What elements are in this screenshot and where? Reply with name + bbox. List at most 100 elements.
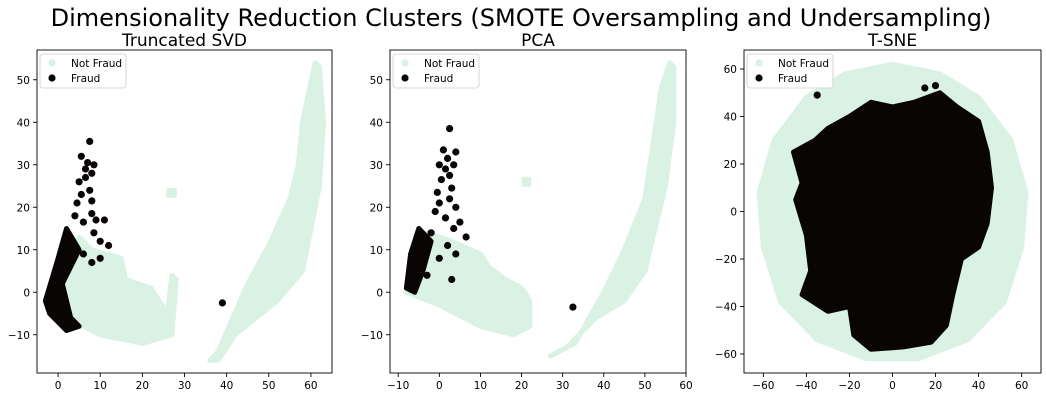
subplot-t-sne-ytick-label-0: 0 [730,207,737,219]
subplot-truncated-svd-legend-box [39,53,127,89]
subplot-pca-series-fraud [403,125,577,311]
subplot-truncated-svd-series-fraud-point-18 [96,237,104,245]
subplot-pca-series-not-fraud [403,60,677,359]
subplot-t-sne-xtick-label-20: −20 [838,380,860,392]
subplot-t-sne-series-fraud-point-0 [921,84,929,92]
subplot-pca-series-fraud-point-8 [437,176,445,184]
subplot-pca-frame [389,49,687,374]
subplot-truncated-svd-series-fraud-point-8 [86,186,94,194]
subplot-truncated-svd-series-fraud-point-1 [77,152,85,160]
subplot-pca-series-fraud-point-4 [435,161,443,169]
subplot-truncated-svd-xtick-label-0: 0 [55,380,62,392]
subplot-truncated-svd-series-not-fraud-region-0 [42,234,179,346]
subplot-t-sne-ytick-label-20: 20 [724,159,737,171]
subplot-pca-legend-marker-fraud [401,74,409,82]
subplot-truncated-svd-series-fraud-point-2 [84,159,92,167]
subplot-pca-ytick-label-20: 20 [370,202,383,214]
subplot-truncated-svd-series-fraud-point-7 [75,178,83,186]
subplot-pca-series-fraud-point-12 [435,199,443,207]
subplot-truncated-svd-series-fraud-point-22 [96,254,104,262]
subplot-truncated-svd-xtick-label-40: 40 [220,380,233,392]
subplot-pca-ytick-label-30: 30 [370,160,383,172]
subplot-truncated-svd-series-fraud-point-23 [218,299,226,307]
subplot-pca-series-fraud-point-13 [452,203,460,211]
subplot-pca-xtick-label-0: 0 [436,380,443,392]
subplot-truncated-svd-series-fraud-point-13 [88,210,96,218]
subplot-truncated-svd-plot-area [42,60,327,363]
subplot-t-sne-xtick-label-40: 40 [972,380,985,392]
subplot-truncated-svd-xtick-label-10: 10 [94,380,107,392]
subplot-pca-series-fraud-point-2 [452,148,460,156]
subplot-pca-xtick-label-30: 30 [556,380,569,392]
subplot-pca-xtick-label-60: 60 [679,380,692,392]
subplot-truncated-svd-series-not-fraud-region-1 [207,60,327,363]
subplot-t-sne-legend-marker-fraud [755,74,763,82]
subplot-pca-series-fraud-point-15 [441,214,450,222]
subplot-truncated-svd-xtick-label-30: 30 [178,380,191,392]
subplot-pca-series-fraud-point-20 [452,250,460,258]
subplot-pca-series-fraud-point-18 [462,233,470,241]
subplot-truncated-svd: Truncated SVD 0 10 20 30 40 50 60 −10 0 10 20 30 40 50… [8,31,333,392]
subplot-pca-ytick-label-40: 40 [370,117,383,129]
subplot-t-sne-ytick-label-60: −60 [715,349,737,361]
subplot-pca-legend: Not Fraud Fraud [392,53,480,89]
subplot-truncated-svd-title: Truncated SVD [121,31,247,51]
subplot-pca-series-fraud-point-5 [450,161,458,169]
subplot-pca-legend-label-fraud: Fraud [424,73,453,85]
subplot-truncated-svd-legend-marker-fraud [48,74,56,82]
subplot-t-sne-xtick-label-60: 60 [1015,380,1028,392]
subplot-t-sne-series-fraud-point-1 [931,82,940,90]
subplot-pca-xtick-label-10: −10 [387,380,409,392]
subplot-t-sne-series-fraud-point-2 [813,91,821,99]
subplot-truncated-svd-series-fraud-point-16 [100,216,108,224]
subplot-pca-series-not-fraud-region-1 [547,60,677,359]
subplot-pca-series-fraud-point-11 [446,195,454,203]
subplot-truncated-svd-series-fraud-point-10 [88,197,96,205]
subplot-pca-series-not-fraud-region-2 [521,176,532,187]
subplot-t-sne-xtick-label-40: −40 [795,380,817,392]
subplot-pca-ytick-label-10: −10 [361,330,383,342]
subplot-truncated-svd-series-fraud-point-15 [92,216,100,224]
subplot-truncated-svd-legend: Not Fraud Fraud [39,53,127,89]
subplot-pca-ytick-label-0: 0 [376,287,383,299]
subplot-panels: Truncated SVD 0 10 20 30 40 50 60 −10 0 10 20 30 40 50… [8,31,1042,392]
subplot-t-sne-legend-label-not-fraud: Not Fraud [778,58,829,70]
subplot-t-sne-xtick-label-0: 0 [889,380,896,392]
subplot-t-sne-ytick-label-60: 60 [724,64,737,76]
subplot-pca-series-fraud-point-3 [444,154,452,162]
subplot-pca-series-fraud-point-23 [423,271,431,279]
subplot-truncated-svd-ytick-label-10: 10 [17,245,30,257]
subplot-truncated-svd-series-fraud-point-4 [90,161,98,169]
figure-suptitle: Dimensionality Reduction Clusters (SMOTE… [51,4,992,32]
subplot-pca-xtick-label-20: 20 [515,380,528,392]
subplot-t-sne-series-fraud-region-0 [791,90,994,352]
subplot-pca-series-fraud-point-6 [441,165,450,173]
subplot-truncated-svd-series-fraud [42,137,226,333]
subplot-truncated-svd-ytick-label-0: 0 [23,287,30,299]
subplot-truncated-svd-series-fraud-region-0 [42,226,82,333]
subplot-truncated-svd-series-fraud-point-6 [81,173,90,182]
subplot-truncated-svd-ytick-label-10: −10 [8,330,30,342]
subplot-truncated-svd-series-fraud-point-21 [88,258,96,267]
subplot-pca-series-fraud-point-22 [427,229,435,237]
subplot-truncated-svd-series-fraud-point-11 [73,199,81,207]
subplot-t-sne-xtick-label-20: 20 [929,380,942,392]
subplot-pca-series-fraud-region-0 [403,226,434,295]
subplot-truncated-svd-ytick-label-40: 40 [17,117,30,129]
subplot-truncated-svd-ytick-label-50: 50 [17,75,30,87]
subplot-pca-series-fraud-point-14 [431,207,439,216]
subplot-pca-ytick-label-50: 50 [370,75,383,87]
subplot-truncated-svd-legend-label-not-fraud: Not Fraud [71,58,122,70]
subplot-pca-series-fraud-point-0 [446,125,454,133]
subplot-truncated-svd-series-fraud-point-3 [81,165,90,173]
subplot-truncated-svd-series-fraud-point-0 [86,137,94,145]
subplot-t-sne-series-fraud [791,82,994,352]
subplot-t-sne-ytick-label-20: −20 [715,254,737,266]
subplot-pca-series-fraud-point-19 [444,241,452,250]
subplot-truncated-svd-series-fraud-point-20 [79,250,87,258]
subplot-truncated-svd-ytick-label-20: 20 [17,202,30,214]
subplot-pca-plot-area [403,60,677,359]
subplot-truncated-svd-series-not-fraud-region-2 [166,187,177,198]
subplot-pca-series-fraud-point-9 [448,184,456,192]
